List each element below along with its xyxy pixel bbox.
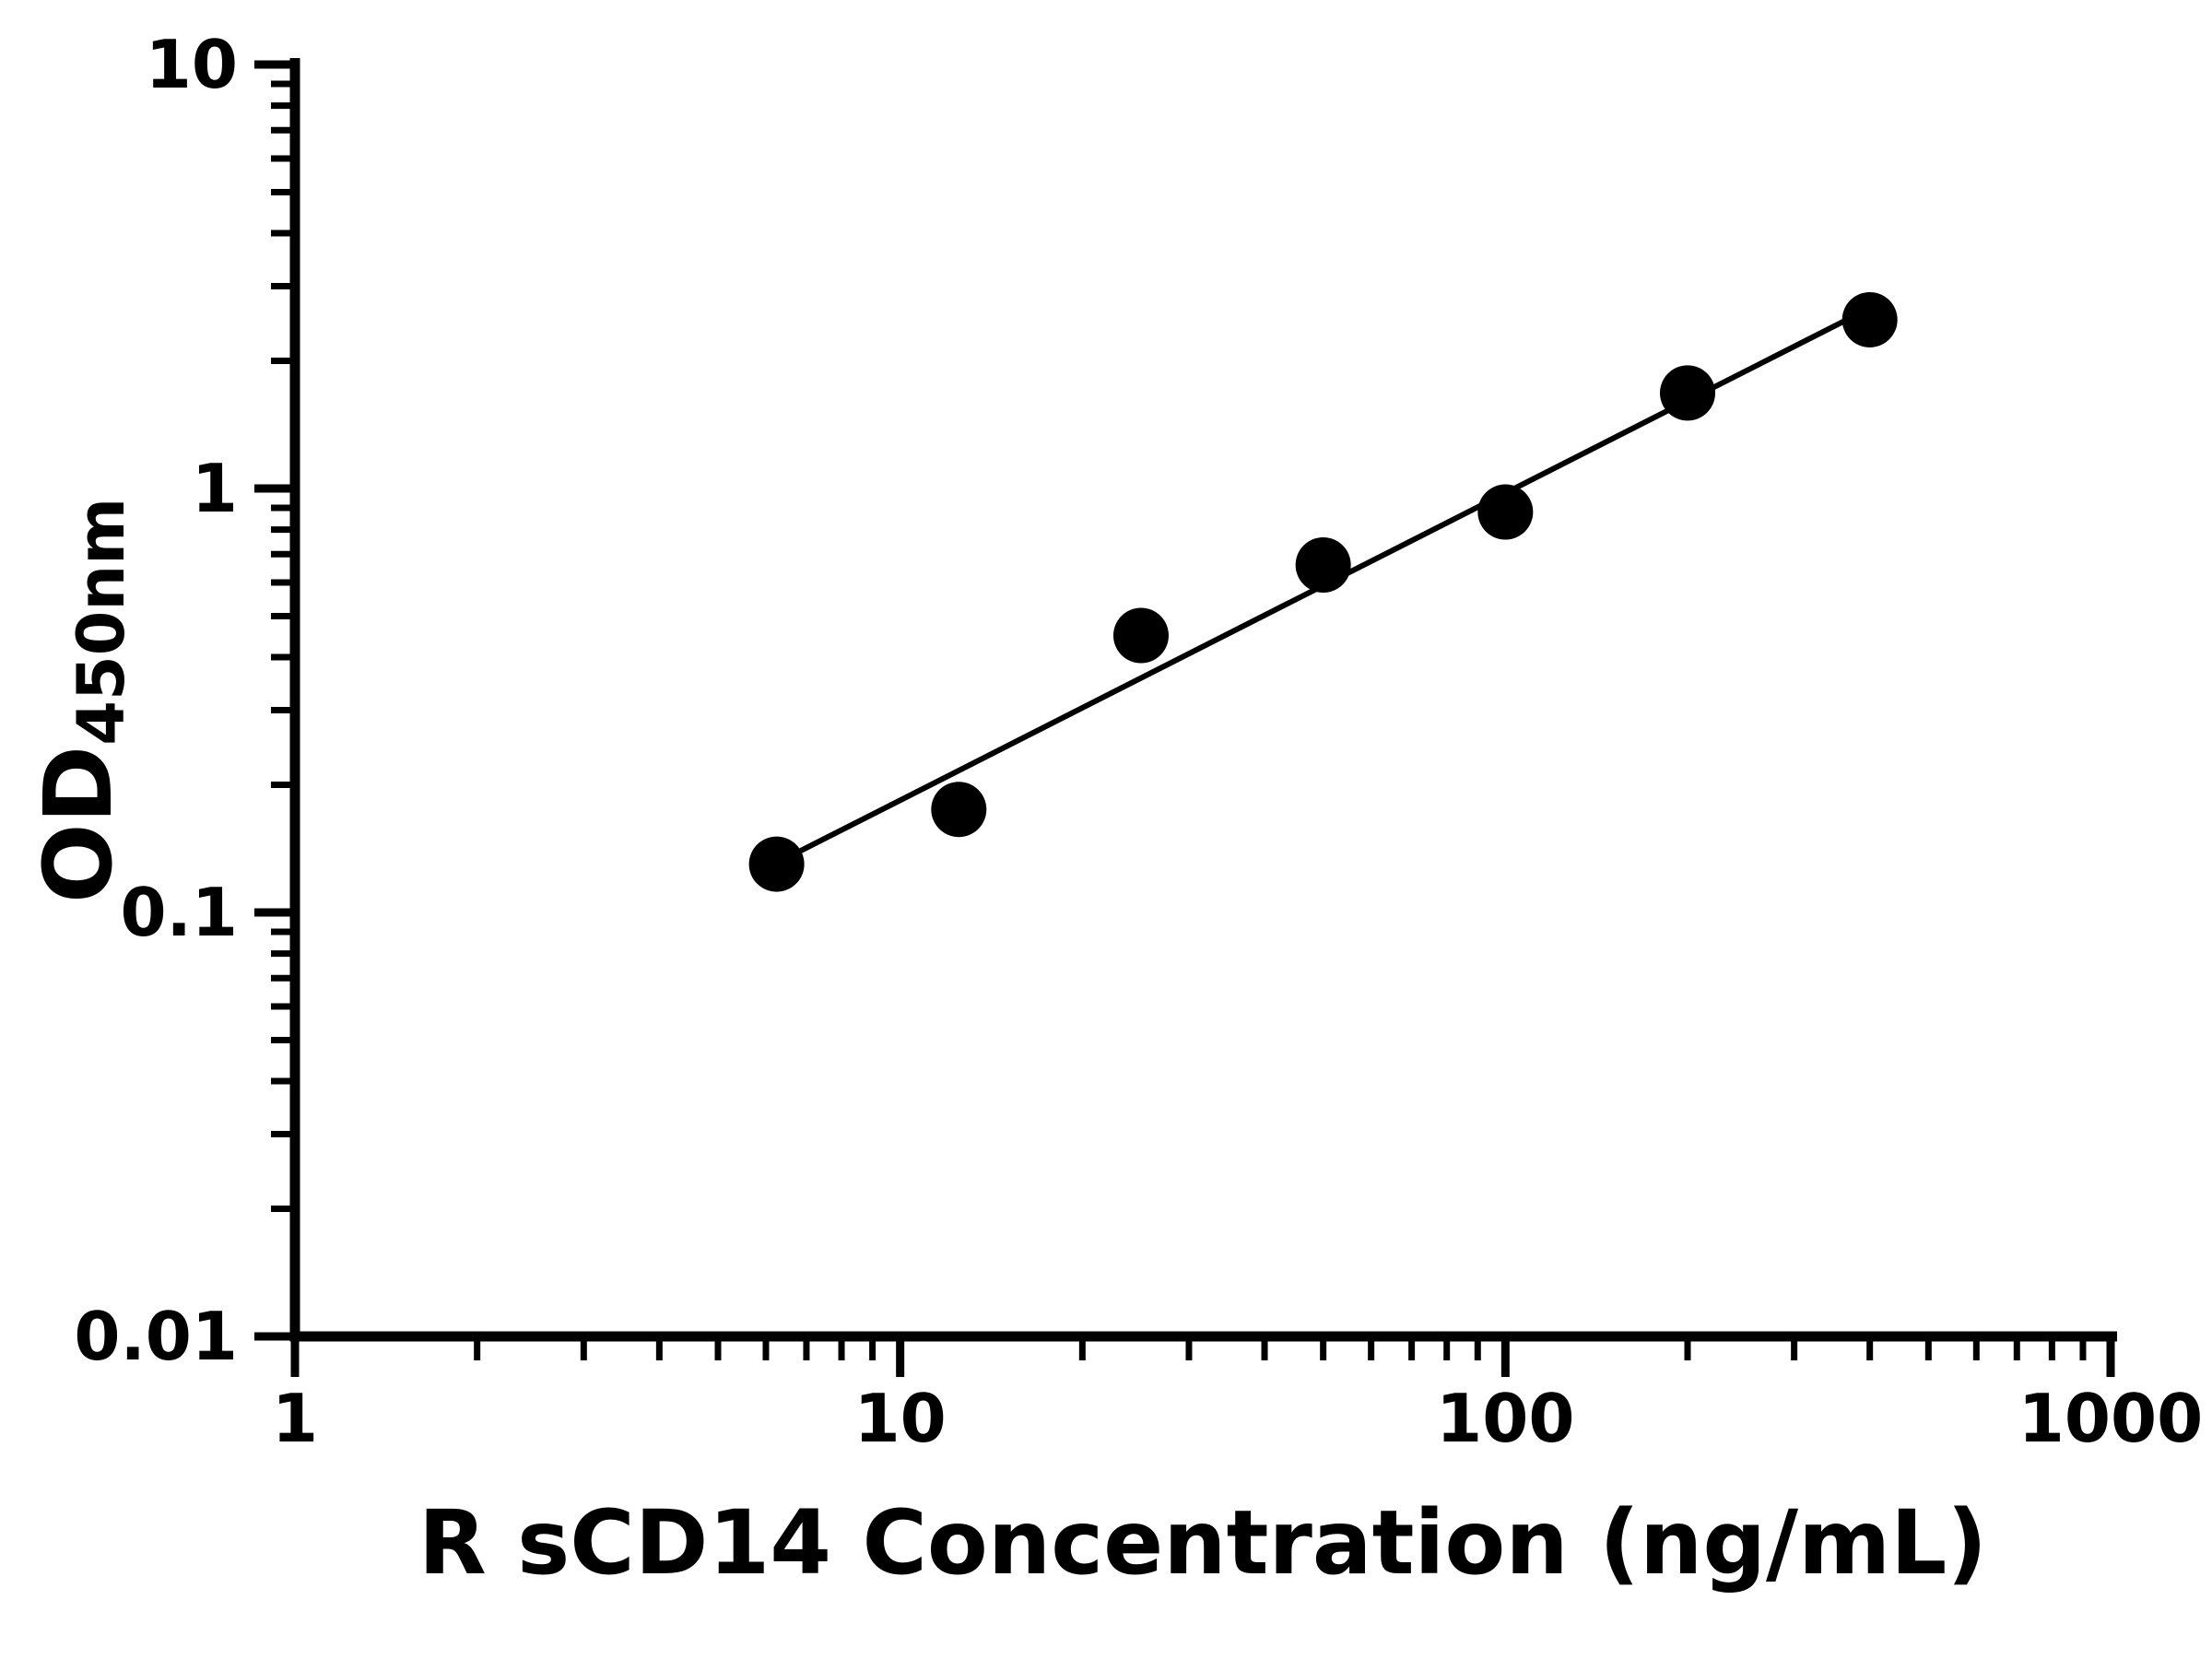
data-point — [1112, 607, 1169, 664]
y-tick-label: 0.01 — [74, 1298, 238, 1375]
x-tick-label: 1000 — [2018, 1380, 2203, 1457]
data-point — [1295, 537, 1351, 594]
data-point — [748, 836, 805, 892]
y-tick-label: 10 — [146, 26, 238, 103]
x-tick-label: 1 — [272, 1380, 318, 1457]
y-axis-title-subscript: 450nm — [64, 497, 139, 746]
x-axis-title: R sCD14 Concentration (ng/mL) — [418, 1491, 1988, 1594]
data-point — [1660, 365, 1716, 421]
data-point — [931, 782, 987, 838]
x-tick-label: 100 — [1436, 1380, 1574, 1457]
y-tick-label: 1 — [192, 450, 238, 527]
y-axis-title-main: OD — [24, 745, 134, 904]
x-tick-label: 10 — [854, 1380, 947, 1457]
y-tick-label: 0.1 — [120, 874, 238, 951]
data-point — [1477, 484, 1534, 540]
data-point — [1841, 291, 1898, 347]
y-axis-title: OD450nm — [24, 498, 139, 903]
